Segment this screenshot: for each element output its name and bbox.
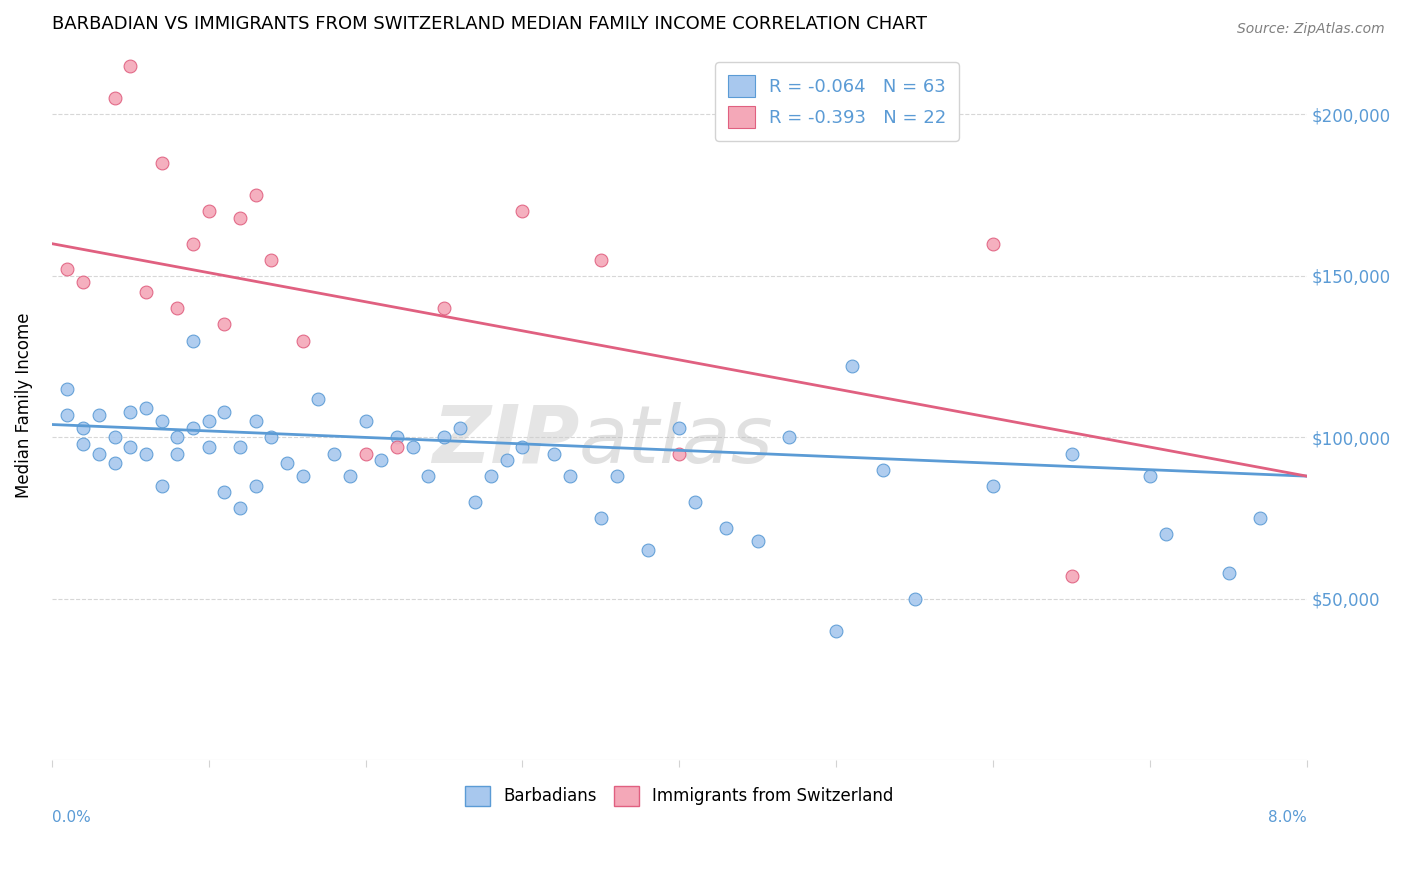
Text: atlas: atlas: [579, 401, 773, 480]
Point: [260, 430, 283, 444]
Point: [841, 359, 863, 374]
Point: [981, 479, 1004, 493]
Point: [449, 421, 471, 435]
Point: [464, 495, 486, 509]
Point: [150, 479, 173, 493]
Point: [370, 453, 392, 467]
Point: [197, 414, 219, 428]
Point: [103, 456, 125, 470]
Point: [683, 495, 706, 509]
Point: [181, 236, 204, 251]
Point: [904, 591, 927, 606]
Point: [103, 91, 125, 105]
Point: [1139, 469, 1161, 483]
Point: [229, 501, 252, 516]
Point: [166, 301, 188, 316]
Point: [1060, 569, 1083, 583]
Point: [72, 421, 94, 435]
Point: [150, 156, 173, 170]
Point: [56, 262, 79, 277]
Point: [135, 285, 157, 299]
Point: [166, 430, 188, 444]
Point: [872, 463, 894, 477]
Point: [339, 469, 361, 483]
Point: [72, 437, 94, 451]
Text: Source: ZipAtlas.com: Source: ZipAtlas.com: [1237, 22, 1385, 37]
Point: [606, 469, 628, 483]
Point: [1060, 446, 1083, 460]
Point: [747, 533, 769, 548]
Point: [495, 453, 517, 467]
Point: [385, 440, 408, 454]
Point: [245, 479, 267, 493]
Point: [716, 521, 738, 535]
Point: [103, 430, 125, 444]
Point: [260, 252, 283, 267]
Point: [778, 430, 800, 444]
Point: [291, 334, 314, 348]
Point: [543, 446, 565, 460]
Point: [433, 430, 456, 444]
Point: [276, 456, 298, 470]
Point: [229, 211, 252, 225]
Point: [1154, 527, 1177, 541]
Point: [512, 440, 534, 454]
Y-axis label: Median Family Income: Median Family Income: [15, 312, 32, 498]
Point: [87, 446, 110, 460]
Point: [135, 446, 157, 460]
Point: [87, 408, 110, 422]
Point: [354, 446, 377, 460]
Point: [214, 485, 236, 500]
Text: 8.0%: 8.0%: [1268, 810, 1308, 825]
Point: [825, 624, 848, 639]
Point: [120, 59, 142, 73]
Point: [512, 204, 534, 219]
Point: [589, 511, 612, 525]
Point: [214, 318, 236, 332]
Text: BARBADIAN VS IMMIGRANTS FROM SWITZERLAND MEDIAN FAMILY INCOME CORRELATION CHART: BARBADIAN VS IMMIGRANTS FROM SWITZERLAND…: [52, 15, 927, 33]
Point: [668, 421, 690, 435]
Point: [558, 469, 581, 483]
Point: [150, 414, 173, 428]
Point: [308, 392, 330, 406]
Point: [354, 414, 377, 428]
Point: [323, 446, 346, 460]
Text: ZIP: ZIP: [432, 401, 579, 480]
Point: [637, 543, 659, 558]
Legend: Barbadians, Immigrants from Switzerland: Barbadians, Immigrants from Switzerland: [456, 776, 904, 816]
Point: [245, 188, 267, 202]
Point: [197, 204, 219, 219]
Point: [401, 440, 423, 454]
Point: [981, 236, 1004, 251]
Point: [166, 446, 188, 460]
Point: [433, 301, 456, 316]
Point: [385, 430, 408, 444]
Point: [229, 440, 252, 454]
Point: [418, 469, 440, 483]
Point: [1218, 566, 1240, 580]
Point: [291, 469, 314, 483]
Point: [214, 404, 236, 418]
Point: [589, 252, 612, 267]
Point: [668, 446, 690, 460]
Point: [72, 276, 94, 290]
Point: [120, 404, 142, 418]
Point: [1249, 511, 1271, 525]
Point: [181, 421, 204, 435]
Point: [120, 440, 142, 454]
Text: 0.0%: 0.0%: [52, 810, 90, 825]
Point: [56, 382, 79, 396]
Point: [56, 408, 79, 422]
Point: [245, 414, 267, 428]
Point: [479, 469, 502, 483]
Point: [135, 401, 157, 416]
Point: [197, 440, 219, 454]
Point: [181, 334, 204, 348]
